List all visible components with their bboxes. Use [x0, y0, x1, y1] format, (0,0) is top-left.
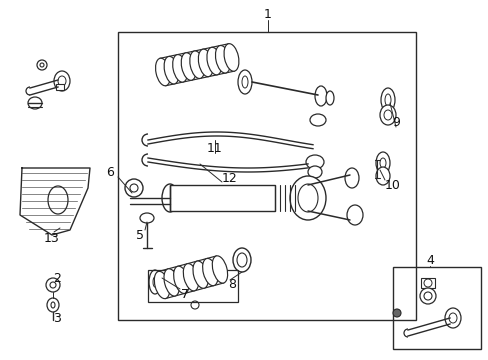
Bar [148, 270, 238, 302]
Ellipse shape [189, 51, 204, 78]
Ellipse shape [162, 184, 178, 212]
Text: 7: 7 [181, 288, 189, 302]
Ellipse shape [309, 114, 325, 126]
Ellipse shape [183, 264, 198, 291]
Ellipse shape [206, 47, 222, 75]
Ellipse shape [173, 266, 188, 293]
Ellipse shape [444, 308, 460, 328]
Ellipse shape [163, 269, 179, 296]
Ellipse shape [149, 270, 161, 294]
Text: 11: 11 [207, 141, 223, 154]
Ellipse shape [155, 58, 170, 86]
Ellipse shape [224, 44, 239, 71]
Ellipse shape [232, 248, 250, 272]
Ellipse shape [172, 55, 187, 82]
Text: 2: 2 [53, 271, 61, 284]
Ellipse shape [125, 179, 142, 197]
Ellipse shape [375, 152, 389, 174]
Ellipse shape [140, 213, 154, 223]
Ellipse shape [46, 278, 60, 292]
Text: 12: 12 [222, 171, 237, 185]
Bar [420, 278, 434, 288]
Bar [392, 267, 480, 349]
Ellipse shape [37, 60, 47, 70]
Text: 9: 9 [391, 116, 399, 129]
Ellipse shape [289, 176, 325, 220]
Text: 4: 4 [425, 253, 433, 266]
Text: 3: 3 [53, 311, 61, 324]
Ellipse shape [47, 298, 59, 312]
Ellipse shape [392, 309, 400, 317]
Ellipse shape [193, 261, 208, 288]
Ellipse shape [198, 49, 213, 77]
Ellipse shape [379, 105, 395, 125]
Text: 10: 10 [384, 179, 400, 192]
Ellipse shape [164, 57, 179, 84]
Ellipse shape [28, 97, 42, 109]
Ellipse shape [325, 91, 333, 105]
Ellipse shape [181, 53, 196, 80]
Text: 1: 1 [264, 8, 271, 21]
Ellipse shape [314, 86, 326, 106]
Ellipse shape [238, 70, 251, 94]
Ellipse shape [305, 155, 324, 169]
Ellipse shape [202, 258, 218, 286]
Ellipse shape [54, 71, 70, 91]
Text: 6: 6 [106, 166, 114, 179]
Ellipse shape [212, 256, 227, 283]
Ellipse shape [307, 166, 321, 178]
Bar [170, 185, 274, 211]
Ellipse shape [48, 186, 68, 214]
Ellipse shape [215, 45, 230, 73]
Bar [118, 32, 415, 320]
Bar [56, 84, 64, 90]
Ellipse shape [380, 88, 394, 112]
Ellipse shape [346, 205, 362, 225]
Text: 13: 13 [44, 231, 60, 244]
Text: 8: 8 [227, 279, 236, 292]
Ellipse shape [419, 288, 435, 304]
Ellipse shape [154, 271, 169, 299]
Ellipse shape [345, 168, 358, 188]
Text: 5: 5 [136, 229, 143, 242]
Ellipse shape [375, 167, 389, 185]
